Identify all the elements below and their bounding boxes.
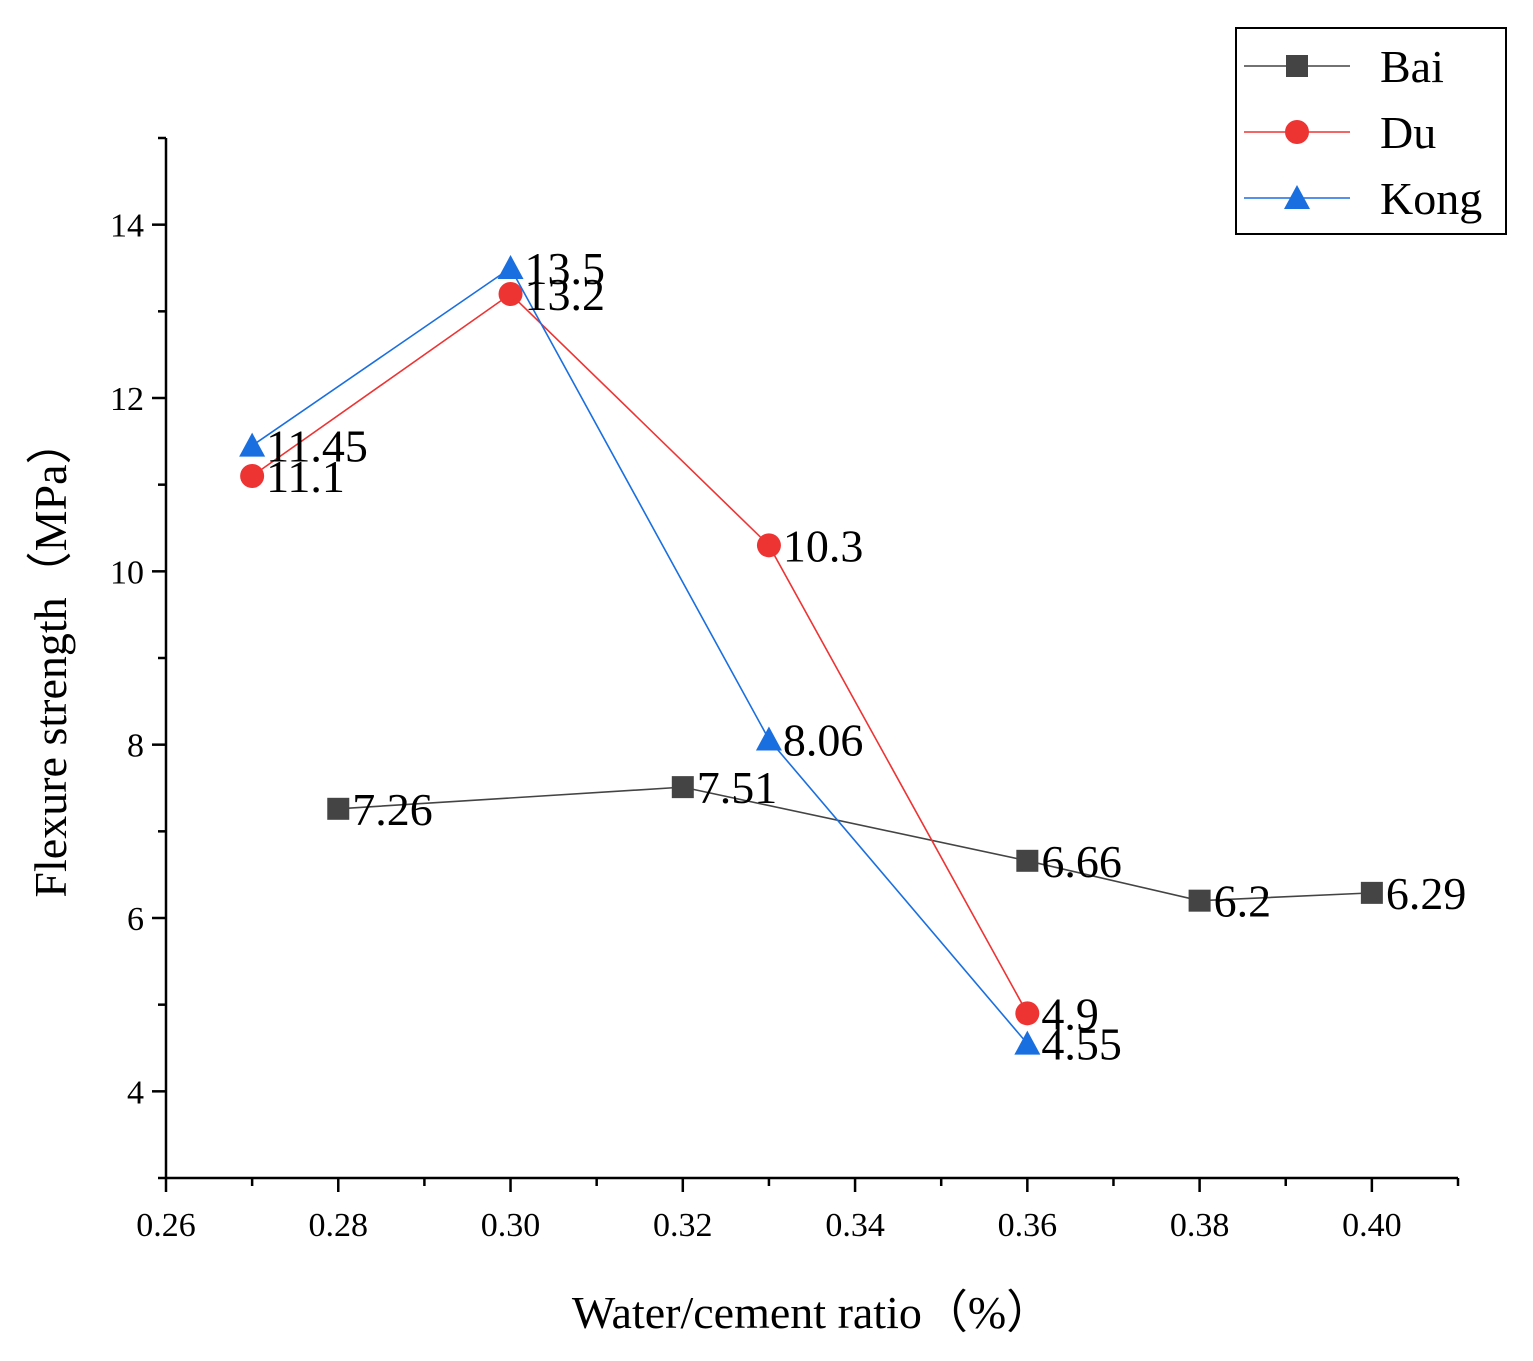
ticks: 0.26 0.28 0.30 0.32 0.34 0.36 0.38 0.40 4 6 8 10 12 1… [110,136,1460,1244]
data-label-bai: 7.51 [697,762,778,813]
x-tick-label: 0.36 [998,1207,1058,1244]
legend-label: Kong [1380,173,1482,224]
data-label-du: 4.9 [1041,988,1099,1039]
data-label-kong: 11.45 [266,421,368,472]
y-tick-label: 4 [127,1074,144,1111]
series-bai [327,776,1383,912]
legend-item-du: Du [1244,107,1436,158]
legend-label: Du [1380,107,1436,158]
x-tick-label: 0.38 [1170,1207,1230,1244]
data-label-kong: 4.55 [1041,1019,1122,1070]
x-tick-label: 0.30 [481,1207,541,1244]
data-label-bai: 6.2 [1214,876,1272,927]
data-point-du [1015,1001,1040,1026]
data-point-kong [497,255,524,279]
legend-marker [1286,55,1308,77]
x-tick-label: 0.34 [825,1207,885,1244]
data-point-du [498,282,523,306]
data-point-bai [327,797,350,820]
data-point-kong [239,432,266,457]
data-point-bai [1360,881,1383,904]
axes [164,138,1458,1180]
x-tick-label: 0.32 [653,1207,713,1244]
data-label-du: 10.3 [783,520,864,571]
data-point-du [756,533,781,558]
y-tick-label: 10 [110,554,144,591]
y-tick-label: 12 [110,381,144,418]
data-label-kong: 13.5 [525,243,606,294]
series-du [240,282,1040,1026]
data-point-bai [671,776,694,799]
data-labels: 7.26 7.51 6.66 6.2 6.29 11.1 13.2 10.3 4.9 11.45 1… [266,243,1466,1070]
data-point-du [240,464,265,488]
y-tick-label: 6 [127,901,144,938]
series-line-du [251,292,1029,1014]
legend-item-bai: Bai [1244,41,1444,92]
legend-box [1235,27,1507,235]
data-label-bai: 6.29 [1386,868,1467,919]
legend-marker [1284,185,1310,209]
data-label-du: 11.1 [266,451,345,502]
legend-item-kong: Kong [1244,173,1482,224]
x-tick-label: 0.26 [136,1207,196,1244]
data-point-bai [1016,849,1039,872]
y-axis-title: Flexure strength（MPa） [25,418,76,897]
x-tick-label: 0.40 [1342,1207,1402,1244]
data-label-bai: 6.66 [1041,836,1122,887]
data-point-kong [755,726,782,751]
legend: Bai Du Kong [1235,27,1507,235]
data-point-kong [1014,1030,1041,1055]
series-kong [239,255,1041,1055]
legend-label: Bai [1380,41,1444,92]
series-layer [239,255,1383,1055]
series-line-kong [251,266,1028,1045]
legend-marker [1285,120,1309,144]
data-label-du: 13.2 [525,269,606,320]
data-point-bai [1188,889,1211,912]
data-label-kong: 8.06 [783,714,864,765]
y-tick-label: 14 [110,208,144,245]
data-label-bai: 7.26 [352,784,433,835]
x-axis-title: Water/cement ratio（%） [572,1287,1052,1338]
x-tick-label: 0.28 [309,1207,369,1244]
y-tick-label: 8 [127,728,144,765]
